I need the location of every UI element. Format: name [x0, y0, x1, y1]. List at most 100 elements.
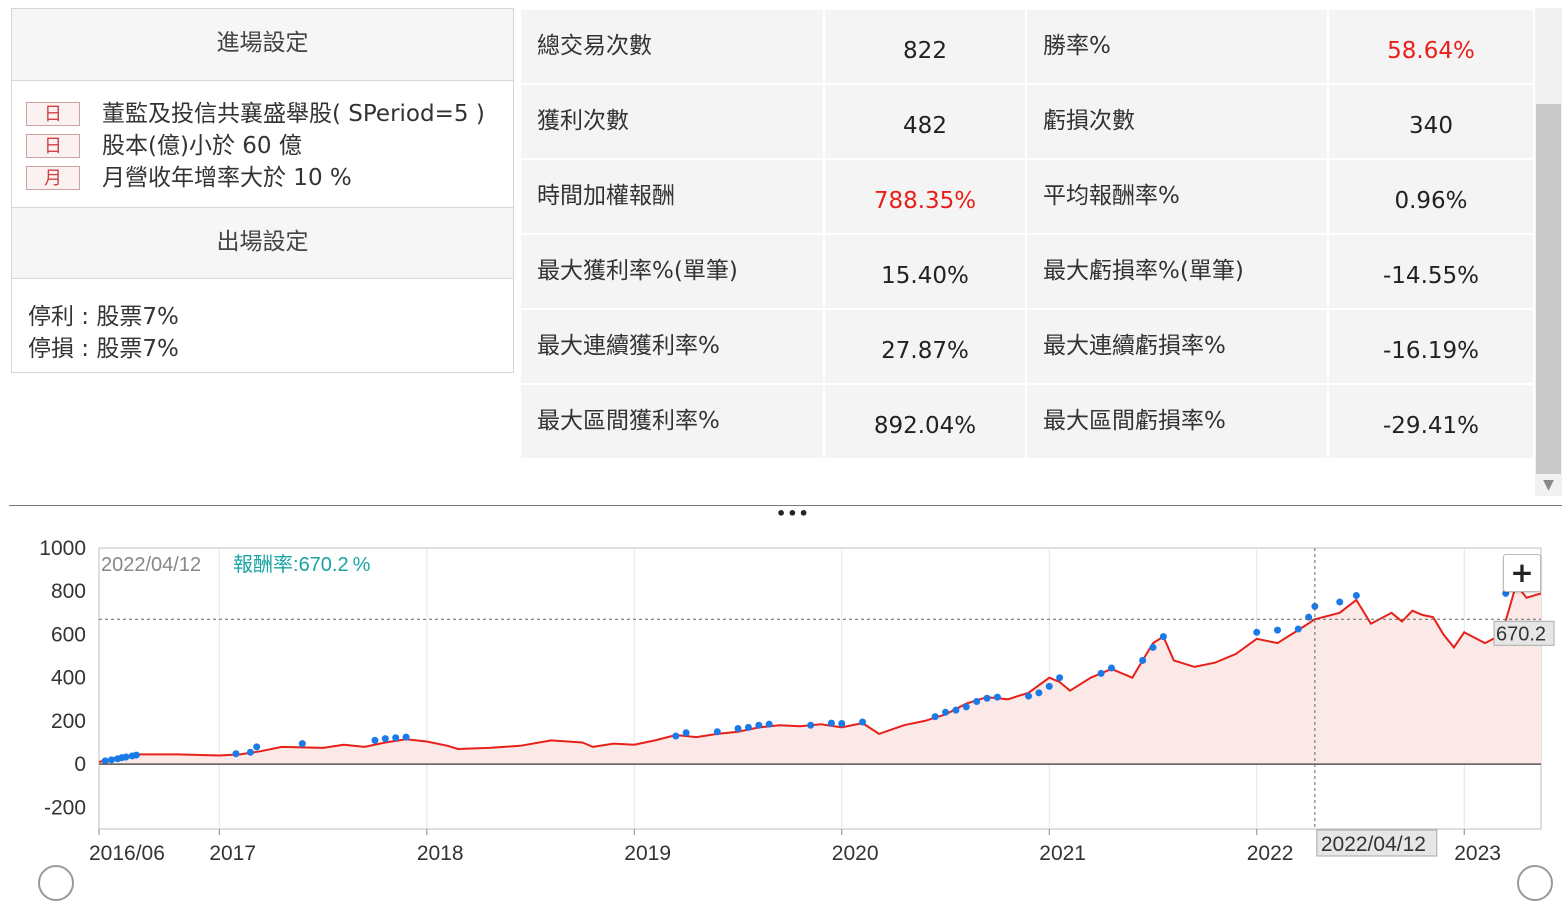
trade-marker	[682, 729, 690, 737]
take-profit-text: 停利 : 股票7%	[28, 304, 179, 330]
trade-marker	[942, 708, 950, 716]
trade-marker	[371, 736, 379, 744]
backtest-stats-table: 總交易次數 822 勝率% 58.64% 獲利次數 482 虧損次數 340 時…	[519, 8, 1535, 460]
trade-marker	[1139, 656, 1147, 664]
stat-label: 最大區間獲利率%	[519, 383, 825, 460]
chart-tooltip: 2022/04/12 報酬率:670.2%	[101, 553, 371, 576]
stats-row: 最大獲利率%(單筆) 15.40% 最大虧損率%(單筆) -14.55%	[519, 233, 1535, 310]
stats-row: 總交易次數 822 勝率% 58.64%	[519, 8, 1535, 85]
trade-marker	[1108, 664, 1116, 672]
stat-label: 虧損次數	[1025, 83, 1329, 160]
trade-marker	[1336, 598, 1344, 606]
trade-marker	[765, 720, 773, 728]
tooltip-date: 2022/04/12	[101, 554, 201, 576]
crosshair-x-label-box	[1316, 829, 1438, 857]
chart-nav-left-button[interactable]	[38, 865, 74, 901]
stat-value: 482	[823, 83, 1027, 160]
stats-row: 獲利次數 482 虧損次數 340	[519, 83, 1535, 160]
trade-marker	[672, 732, 680, 740]
trade-marker	[1035, 689, 1043, 697]
tooltip-unit: %	[353, 554, 371, 576]
trade-marker	[993, 693, 1001, 701]
stat-label: 最大連續獲利率%	[519, 308, 825, 385]
trade-marker	[246, 748, 254, 756]
stat-label: 最大連續虧損率%	[1025, 308, 1329, 385]
trade-marker	[973, 697, 981, 705]
stat-label: 最大虧損率%(單筆)	[1025, 233, 1329, 310]
y-tick-label: 0	[74, 753, 86, 776]
entry-condition: 日 董監及投信共襄盛舉股( SPeriod=5 )	[26, 100, 506, 128]
zoom-in-button[interactable]: +	[1503, 554, 1541, 592]
condition-text: 董監及投信共襄盛舉股( SPeriod=5 )	[102, 101, 485, 127]
x-tick-label: 2022	[1247, 842, 1294, 865]
tooltip-value: 670.2	[299, 554, 349, 576]
trade-marker	[122, 753, 130, 761]
panel-splitter[interactable]	[9, 505, 1562, 514]
frequency-badge: 月	[26, 166, 80, 190]
stat-label: 時間加權報酬	[519, 158, 825, 235]
stat-label: 勝率%	[1025, 8, 1329, 85]
y-tick-label: -200	[44, 796, 86, 819]
trade-marker	[1294, 625, 1302, 633]
trade-marker	[952, 706, 960, 714]
stat-label: 最大獲利率%(單筆)	[519, 233, 825, 310]
entry-settings-header: 進場設定	[12, 9, 513, 81]
stat-value: 892.04%	[823, 383, 1027, 460]
trade-marker	[101, 757, 109, 765]
settings-panel: 進場設定 日 董監及投信共襄盛舉股( SPeriod=5 ) 日 股本(億)小於…	[11, 8, 514, 373]
stat-label: 獲利次數	[519, 83, 825, 160]
stats-row: 最大區間獲利率% 892.04% 最大區間虧損率% -29.41%	[519, 383, 1535, 460]
trade-marker	[232, 750, 240, 758]
trade-marker	[402, 733, 410, 741]
trade-marker	[1311, 602, 1319, 610]
trade-marker	[1352, 592, 1360, 600]
stat-label: 平均報酬率%	[1025, 158, 1329, 235]
y-tick-label: 800	[51, 580, 86, 603]
x-tick-label: 2021	[1039, 842, 1086, 865]
trade-marker	[827, 719, 835, 727]
scrollbar-thumb[interactable]	[1536, 104, 1561, 474]
frequency-badge: 日	[26, 134, 80, 158]
trade-marker	[1149, 643, 1157, 651]
trade-marker	[734, 724, 742, 732]
crosshair-y-label-box	[1493, 620, 1555, 646]
condition-text: 股本(億)小於 60 億	[102, 133, 302, 159]
chart-nav-right-button[interactable]	[1517, 865, 1553, 901]
x-tick-label: 2016/06	[89, 842, 165, 865]
stat-value: 822	[823, 8, 1027, 85]
entry-condition: 月 月營收年增率大於 10 %	[26, 164, 506, 192]
trade-marker	[1159, 633, 1167, 641]
stats-row: 時間加權報酬 788.35% 平均報酬率% 0.96%	[519, 158, 1535, 235]
vertical-scrollbar[interactable]: ▼	[1535, 8, 1562, 496]
trade-marker	[838, 720, 846, 728]
y-tick-label: 600	[51, 623, 86, 646]
trade-marker	[1273, 626, 1281, 634]
condition-text: 月營收年增率大於 10 %	[102, 165, 352, 191]
stat-label: 總交易次數	[519, 8, 825, 85]
scroll-down-arrow-icon[interactable]: ▼	[1543, 477, 1554, 493]
chart-axes: 2016/06 2017 2018 2019 2020 2021 2022 2023 1000 8…	[39, 537, 1541, 865]
return-chart[interactable]: 2016/06 2017 2018 2019 2020 2021 2022 2023 1000 8…	[0, 530, 1566, 875]
y-tick-label: 200	[51, 710, 86, 733]
x-tick-label: 2018	[417, 842, 464, 865]
stat-value: 0.96%	[1327, 158, 1535, 235]
trade-marker	[1025, 692, 1033, 700]
frequency-badge: 日	[26, 102, 80, 126]
trade-marker	[1097, 669, 1105, 677]
y-tick-label: 1000	[39, 537, 86, 560]
y-tick-label: 400	[51, 667, 86, 690]
stat-value: 27.87%	[823, 308, 1027, 385]
exit-settings-header: 出場設定	[12, 207, 513, 279]
trade-marker	[713, 728, 721, 736]
x-tick-label: 2020	[832, 842, 879, 865]
trade-marker	[983, 694, 991, 702]
return-area	[99, 584, 1541, 765]
trade-marker	[1253, 628, 1261, 636]
stat-value: 340	[1327, 83, 1535, 160]
trade-marker	[744, 723, 752, 731]
trade-marker	[107, 756, 115, 764]
stats-row: 最大連續獲利率% 27.87% 最大連續虧損率% -16.19%	[519, 308, 1535, 385]
stat-value: 15.40%	[823, 233, 1027, 310]
splitter-handle-icon[interactable]: •••	[776, 504, 810, 523]
trade-marker	[859, 718, 867, 726]
